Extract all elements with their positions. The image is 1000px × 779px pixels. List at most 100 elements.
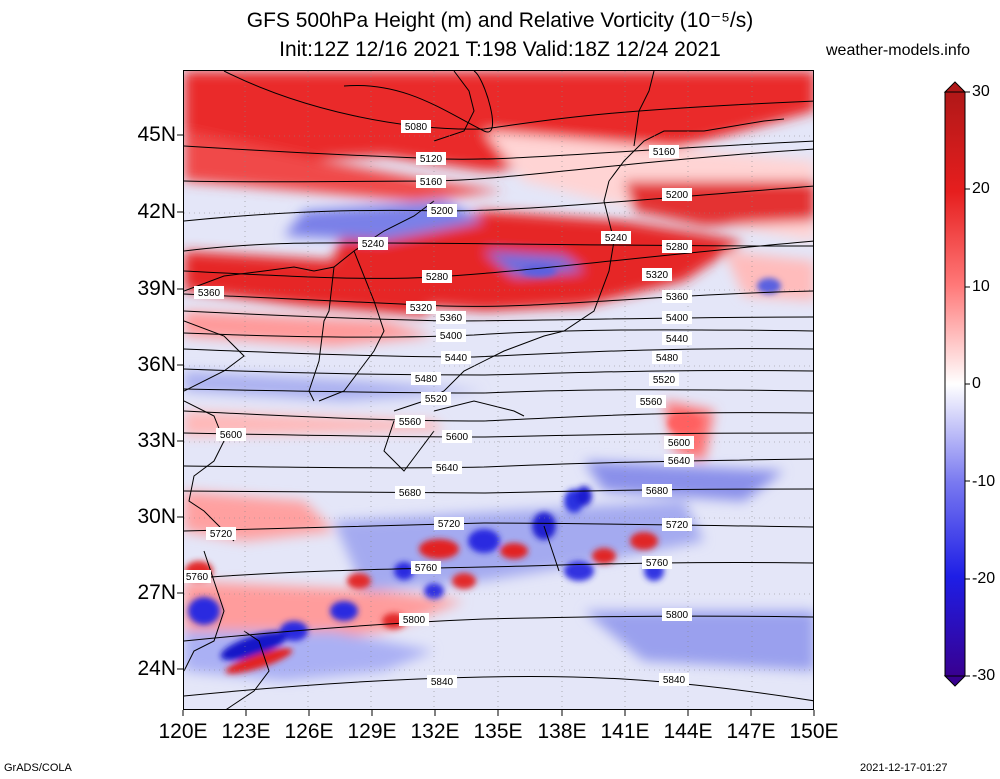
contour-label-5240-east: 5240 xyxy=(601,231,631,244)
lon-label-120e: 120E xyxy=(158,720,208,743)
coastline-korea-west xyxy=(308,266,335,402)
lat-label-36n: 36N xyxy=(137,353,176,376)
footer-software: GrADS/COLA xyxy=(4,762,72,774)
contour-5080 xyxy=(223,71,813,130)
coastline-sakhalin xyxy=(633,71,655,147)
contour-label-5360-mid: 5360 xyxy=(436,311,466,324)
contour-label-text: 5840 xyxy=(431,677,454,688)
contour-label-5520-east: 5520 xyxy=(649,373,679,386)
lon-label-144e: 144E xyxy=(663,720,713,743)
contour-5480 xyxy=(184,368,813,376)
contour-label-text: 5360 xyxy=(666,292,689,303)
contour-label-5320-east: 5320 xyxy=(642,268,672,281)
vorticity-map: 5080 5120 5160 5160 5200 5200 5240 5240 … xyxy=(184,71,813,709)
coastline-korea-east xyxy=(318,250,385,402)
contour-5160 xyxy=(184,148,813,183)
contour-label-5800-east: 5800 xyxy=(662,608,692,621)
contour-label-5200-east: 5200 xyxy=(662,188,692,201)
contour-label-text: 5680 xyxy=(646,486,669,497)
contour-label-text: 5760 xyxy=(415,563,438,574)
contour-label-5840: 5840 xyxy=(427,675,457,688)
contour-label-5560-east: 5560 xyxy=(636,395,666,408)
contour-label-text: 5400 xyxy=(666,313,689,324)
chart-title-line1: GFS 500hPa Height (m) and Relative Vorti… xyxy=(246,9,754,32)
contour-label-text: 5760 xyxy=(186,572,209,583)
contour-5520 xyxy=(184,388,813,394)
contour-label-text: 5200 xyxy=(666,190,689,201)
contour-label-5600: 5600 xyxy=(442,430,472,443)
colorbar-label-minus30: -30 xyxy=(972,667,996,684)
lat-label-42n: 42N xyxy=(137,200,176,223)
contour-label-text: 5360 xyxy=(198,288,221,299)
contour-label-5600-west: 5600 xyxy=(216,428,246,441)
contour-label-text: 5280 xyxy=(666,242,689,253)
site-credit: weather-models.info xyxy=(826,42,971,59)
lat-label-24n: 24N xyxy=(137,657,176,680)
contour-label-5640: 5640 xyxy=(432,461,462,474)
colorbar-label-30: 30 xyxy=(972,83,990,100)
contour-label-5400-east: 5400 xyxy=(662,311,692,324)
lon-label-135e: 135E xyxy=(473,720,523,743)
contour-label-text: 5680 xyxy=(399,488,422,499)
coastline-taiwan xyxy=(226,630,270,709)
contour-label-5560: 5560 xyxy=(395,415,425,428)
contour-label-text: 5440 xyxy=(445,353,468,364)
colorbar-top-arrow xyxy=(943,81,967,93)
contour-label-text: 5760 xyxy=(646,558,669,569)
contour-5040 xyxy=(343,71,493,133)
contour-label-text: 5160 xyxy=(420,177,443,188)
lon-label-147e: 147E xyxy=(726,720,776,743)
contour-label-text: 5560 xyxy=(399,417,422,428)
contour-label-5760-east: 5760 xyxy=(642,556,672,569)
lat-label-27n: 27N xyxy=(137,581,176,604)
contour-label-5360: 5360 xyxy=(194,286,224,299)
contour-label-text: 5400 xyxy=(440,331,463,342)
coastline-ryukyu xyxy=(543,525,560,572)
contour-5560 xyxy=(184,410,813,422)
contour-label-text: 5240 xyxy=(605,233,628,244)
contour-label-5080: 5080 xyxy=(401,120,431,133)
colorbar-label-0: 0 xyxy=(972,375,981,392)
contour-label-text: 5800 xyxy=(666,610,689,621)
contour-label-5640-east: 5640 xyxy=(664,454,694,467)
contour-label-5680-east: 5680 xyxy=(642,484,672,497)
colorbar-bottom-arrow xyxy=(943,675,967,687)
contour-label-5720-west: 5720 xyxy=(206,527,236,540)
contour-label-5600-east: 5600 xyxy=(664,436,694,449)
contour-label-text: 5640 xyxy=(668,456,691,467)
contour-label-5720-east: 5720 xyxy=(662,518,692,531)
contour-label-text: 5320 xyxy=(410,303,433,314)
footer-timestamp: 2021-12-17-01:27 xyxy=(860,762,948,774)
contour-label-5320: 5320 xyxy=(406,301,436,314)
contour-label-5720: 5720 xyxy=(434,517,464,530)
contour-label-5760: 5760 xyxy=(411,561,441,574)
contour-label-text: 5440 xyxy=(666,334,689,345)
contour-label-text: 5720 xyxy=(438,519,461,530)
lon-label-138e: 138E xyxy=(537,720,587,743)
contour-label-5440: 5440 xyxy=(441,351,471,364)
contour-5600 xyxy=(184,432,813,438)
colorbar-label-20: 20 xyxy=(972,180,990,197)
contour-label-text: 5600 xyxy=(220,430,243,441)
axis-ticks xyxy=(177,134,815,716)
contour-label-5160-east: 5160 xyxy=(649,145,679,158)
contour-label-5680: 5680 xyxy=(395,486,425,499)
contour-label-text: 5720 xyxy=(666,520,689,531)
contour-label-5280: 5280 xyxy=(422,270,452,283)
contour-label-text: 5600 xyxy=(668,438,691,449)
contour-label-5240: 5240 xyxy=(358,237,388,250)
coastline-mainland-north xyxy=(184,200,435,292)
contour-5440 xyxy=(184,348,813,358)
contour-label-5480-east: 5480 xyxy=(652,351,682,364)
contour-label-text: 5720 xyxy=(210,529,233,540)
contour-label-text: 5520 xyxy=(425,394,448,405)
colorbar-gradient xyxy=(944,91,966,677)
contour-label-5400: 5400 xyxy=(436,329,466,342)
contour-label-text: 5600 xyxy=(446,432,469,443)
lon-label-126e: 126E xyxy=(284,720,334,743)
lat-label-39n: 39N xyxy=(137,277,176,300)
lat-label-33n: 33N xyxy=(137,429,176,452)
coastline-china-se xyxy=(184,550,225,672)
coastline-japan-shikoku xyxy=(433,400,525,417)
coastlines xyxy=(184,71,785,709)
